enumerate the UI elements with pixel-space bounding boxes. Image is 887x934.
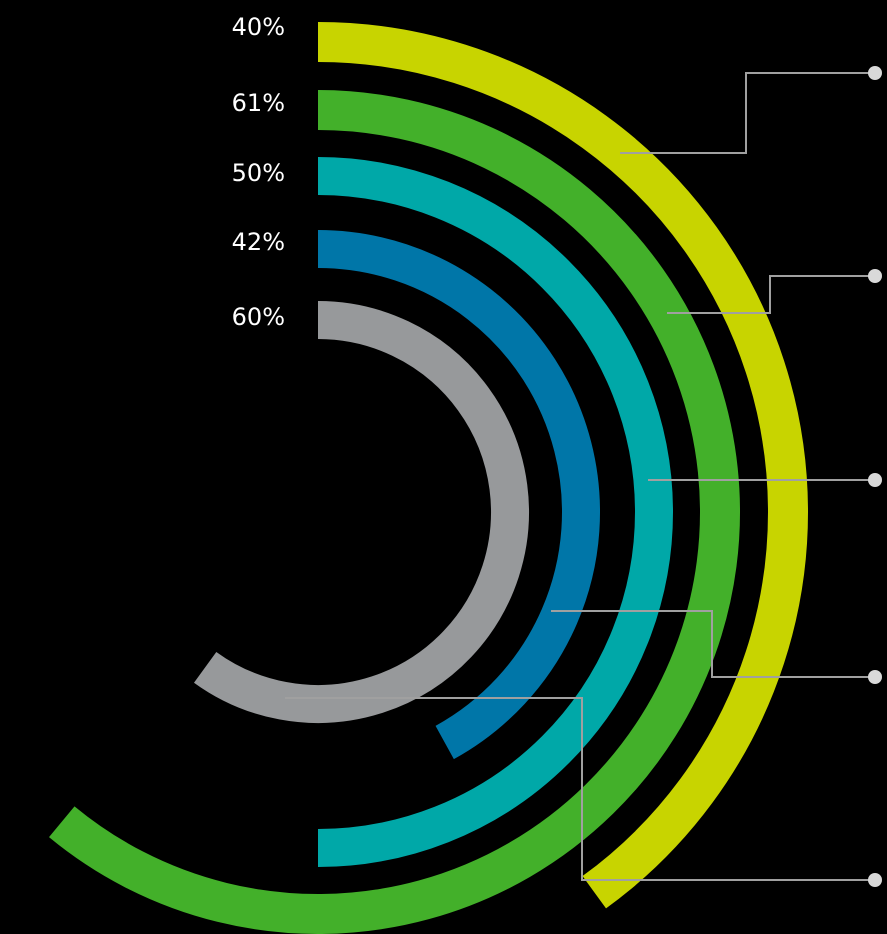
leader-line-4 <box>285 697 875 881</box>
arc-0 <box>317 22 808 909</box>
arc-1 <box>49 90 740 934</box>
arcs-group <box>49 22 808 934</box>
value-label-0: 40% <box>232 13 285 41</box>
leader-dot-4 <box>868 873 882 887</box>
arc-2 <box>317 157 673 867</box>
leader-dot-2 <box>868 473 882 487</box>
value-label-2: 50% <box>232 159 285 187</box>
leader-dot-0 <box>868 66 882 80</box>
arc-3 <box>317 230 600 760</box>
value-labels-group: 40% 61% 50% 42% 60% <box>232 13 285 331</box>
leader-line-1 <box>667 275 875 314</box>
value-label-4: 60% <box>232 303 285 331</box>
value-label-1: 61% <box>232 89 285 117</box>
leader-dot-1 <box>868 269 882 283</box>
leader-lines-group <box>285 66 882 887</box>
value-label-3: 42% <box>232 228 285 256</box>
leader-dot-3 <box>868 670 882 684</box>
leader-line-3 <box>551 610 875 678</box>
arc-4 <box>194 301 529 723</box>
leader-line-0 <box>620 72 875 154</box>
